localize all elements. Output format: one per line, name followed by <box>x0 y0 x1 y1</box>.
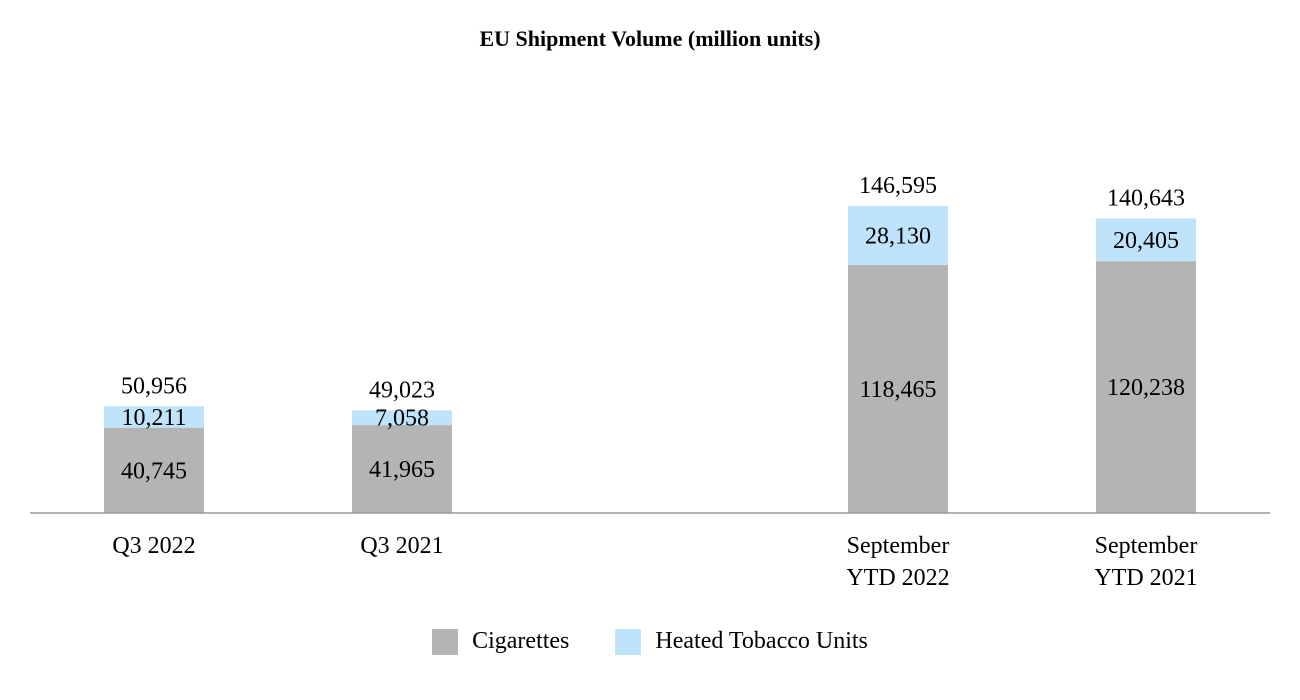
bar-segment-cigarettes-0 <box>104 427 204 513</box>
data-label-heated-tobacco-units-3: 20,405 <box>1113 228 1179 254</box>
total-label-2: 146,595 <box>859 173 937 199</box>
bar-segment-heated-tobacco-units-1 <box>352 410 452 426</box>
bars-layer <box>104 206 1196 513</box>
chart-title: EU Shipment Volume (million units) <box>479 26 821 51</box>
category-label-3-line-0: September <box>1095 533 1198 559</box>
legend-label-cigarettes: Cigarettes <box>472 628 570 654</box>
data-label-cigarettes-1: 41,965 <box>369 457 435 483</box>
legend: Cigarettes Heated Tobacco Units <box>0 628 1300 655</box>
category-label-0-line-0: Q3 2022 <box>112 533 195 559</box>
bar-segment-heated-tobacco-units-0 <box>104 406 204 428</box>
total-label-3: 140,643 <box>1107 185 1185 211</box>
data-label-heated-tobacco-units-0: 10,211 <box>121 405 186 431</box>
legend-swatch-heated-tobacco-units <box>615 628 642 655</box>
bar-segment-heated-tobacco-units-2 <box>848 206 948 265</box>
legend-label-heated-tobacco-units: Heated Tobacco Units <box>655 628 868 654</box>
bar-segment-cigarettes-3 <box>1096 261 1196 513</box>
bar-segment-cigarettes-1 <box>352 425 452 513</box>
data-label-cigarettes-0: 40,745 <box>121 458 187 484</box>
data-label-heated-tobacco-units-2: 28,130 <box>865 223 931 249</box>
category-label-2-line-0: September <box>847 533 950 559</box>
data-label-cigarettes-2: 118,465 <box>859 377 936 403</box>
total-label-1: 49,023 <box>369 377 435 403</box>
total-label-0: 50,956 <box>121 373 187 399</box>
legend-item-heated-tobacco-units: Heated Tobacco Units <box>615 628 868 655</box>
legend-swatch-cigarettes <box>432 628 459 655</box>
category-label-3-line-1: YTD 2021 <box>1094 565 1197 591</box>
bar-segment-cigarettes-2 <box>848 264 948 513</box>
category-label-1-line-0: Q3 2021 <box>360 533 443 559</box>
legend-item-cigarettes: Cigarettes <box>432 628 569 655</box>
category-label-2-line-1: YTD 2022 <box>846 565 949 591</box>
data-label-heated-tobacco-units-1: 7,058 <box>375 406 429 432</box>
data-label-cigarettes-3: 120,238 <box>1107 375 1185 401</box>
labels-layer: 40,745 10,211 50,956 Q3 2022 41,965 7,058 49,0… <box>112 173 1197 591</box>
bar-segment-heated-tobacco-units-3 <box>1096 218 1196 262</box>
